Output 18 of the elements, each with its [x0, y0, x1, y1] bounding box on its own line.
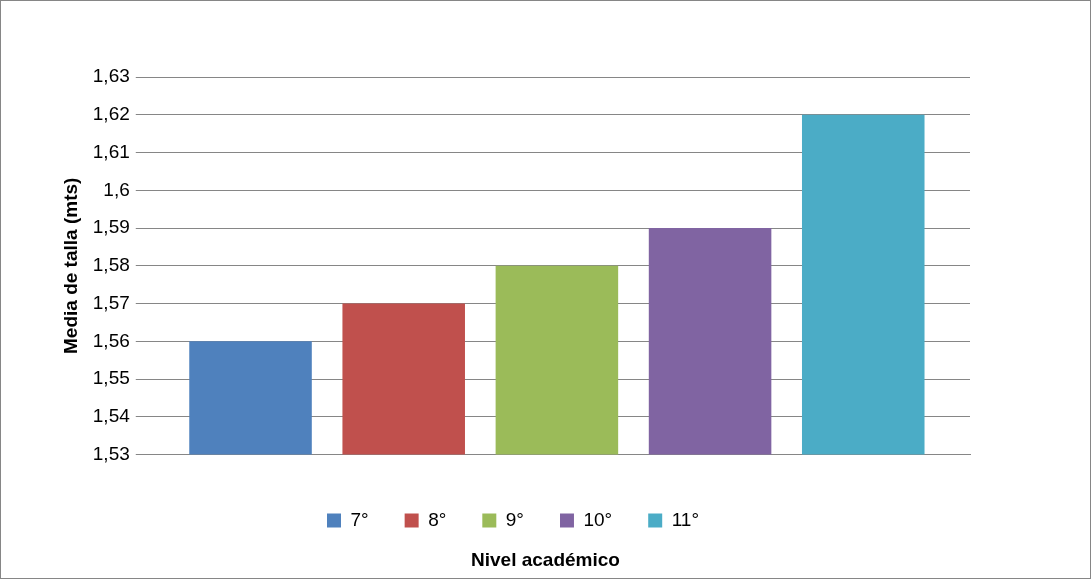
- y-tick-label: 1,6: [103, 178, 130, 200]
- y-tick-label: 1,58: [92, 254, 130, 276]
- y-tick-label: 1,62: [92, 102, 130, 124]
- y-tick-label: 1,55: [92, 367, 130, 389]
- y-tick-label: 1,63: [92, 65, 130, 87]
- legend-label: 10°: [583, 508, 613, 530]
- legend-label: 9°: [505, 508, 524, 530]
- y-axis-title: Media de talla (mts): [59, 177, 81, 354]
- legend-label: 8°: [428, 508, 447, 530]
- legend-label: 11°: [671, 508, 700, 530]
- y-tick-label: 1,54: [92, 405, 131, 427]
- y-tick-label: 1,56: [92, 329, 130, 351]
- y-tick-label: 1,53: [92, 442, 130, 464]
- y-tick-label: 1,59: [92, 216, 130, 238]
- x-axis-title: Nivel académico: [470, 549, 621, 571]
- y-tick-label: 1,57: [92, 291, 130, 313]
- y-tick-label: 1,61: [92, 140, 130, 162]
- legend-label: 7°: [350, 508, 369, 530]
